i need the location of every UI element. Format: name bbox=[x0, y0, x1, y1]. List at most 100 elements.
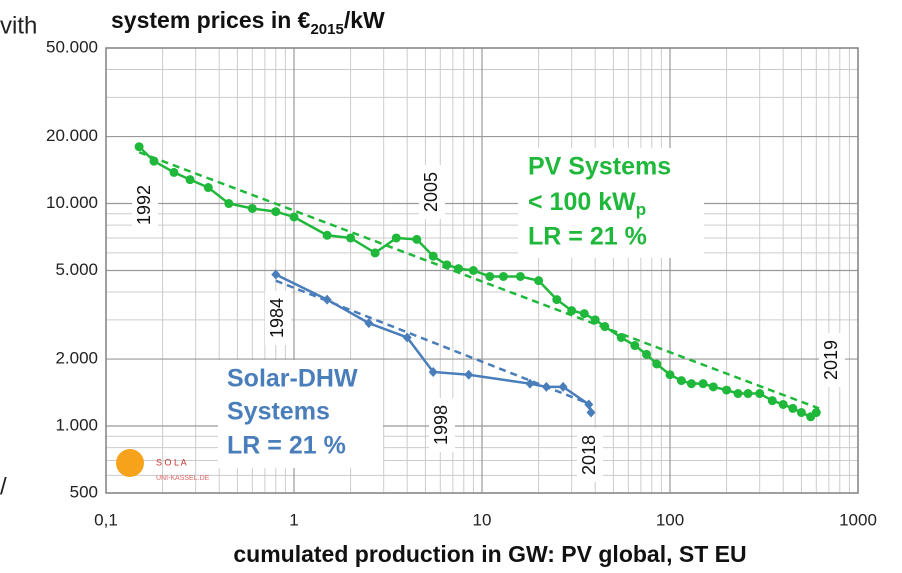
marker bbox=[788, 403, 798, 413]
logo-text: S O L A bbox=[156, 457, 187, 467]
marker bbox=[733, 389, 743, 399]
marker bbox=[579, 309, 589, 319]
series-label: LR = 21 % bbox=[227, 432, 346, 460]
marker bbox=[722, 385, 732, 395]
cropped-text: vith bbox=[0, 12, 37, 39]
marker bbox=[584, 399, 594, 410]
marker bbox=[811, 408, 821, 418]
marker bbox=[391, 233, 401, 243]
marker bbox=[600, 322, 610, 332]
marker bbox=[498, 271, 508, 281]
label-bg bbox=[419, 165, 445, 219]
label-bg bbox=[429, 398, 455, 452]
marker bbox=[567, 306, 577, 316]
marker bbox=[586, 407, 596, 418]
y-tick-label: 5.000 bbox=[55, 260, 98, 279]
marker bbox=[743, 389, 753, 399]
year-label: 1998 bbox=[431, 405, 451, 445]
label-sub: p bbox=[636, 200, 646, 219]
marker bbox=[642, 349, 652, 359]
marker bbox=[149, 156, 159, 166]
y-tick-label: 10.000 bbox=[46, 193, 98, 212]
marker bbox=[428, 366, 438, 377]
trend-line bbox=[275, 279, 592, 406]
marker bbox=[364, 318, 374, 329]
marker bbox=[271, 269, 281, 280]
marker bbox=[708, 382, 718, 392]
year-label: 1984 bbox=[267, 298, 287, 338]
marker bbox=[698, 379, 708, 389]
x-tick-label: 10 bbox=[473, 510, 492, 529]
logo-text: UNI-KASSEL.DE bbox=[156, 475, 210, 482]
marker bbox=[289, 212, 299, 222]
marker bbox=[652, 359, 662, 369]
marker bbox=[676, 376, 686, 386]
series-label: LR = 21 % bbox=[528, 223, 647, 251]
marker bbox=[616, 332, 626, 342]
marker bbox=[203, 183, 213, 193]
y-tick-label: 20.000 bbox=[46, 126, 98, 145]
marker bbox=[525, 378, 535, 389]
y-tick-label: 2.000 bbox=[55, 349, 98, 368]
series-label: PV Systems bbox=[528, 153, 671, 181]
marker bbox=[346, 233, 356, 243]
chart-title: system prices in €2015/kW bbox=[111, 7, 385, 38]
marker bbox=[428, 251, 438, 261]
marker bbox=[755, 389, 765, 399]
marker bbox=[370, 248, 380, 258]
label-bg bbox=[218, 360, 383, 468]
series-label: Solar-DHW bbox=[227, 365, 358, 393]
year-label: 1992 bbox=[134, 185, 154, 225]
plot-frame bbox=[105, 47, 859, 494]
marker bbox=[468, 266, 478, 275]
label-bg bbox=[518, 148, 704, 258]
marker bbox=[552, 295, 562, 305]
cropped-text: / bbox=[0, 473, 7, 500]
marker bbox=[322, 294, 332, 305]
marker bbox=[454, 264, 464, 274]
series-label: < 100 kWp bbox=[528, 188, 646, 220]
marker bbox=[515, 271, 525, 281]
label-bg bbox=[577, 428, 603, 482]
marker bbox=[686, 379, 696, 389]
marker bbox=[442, 260, 452, 270]
title-part: /kW bbox=[344, 7, 385, 33]
x-tick-label: 1 bbox=[289, 510, 298, 529]
marker bbox=[185, 175, 195, 185]
marker bbox=[485, 271, 495, 281]
marker bbox=[541, 381, 551, 392]
marker bbox=[590, 315, 600, 325]
title-part: system prices in € bbox=[111, 7, 311, 33]
marker bbox=[224, 199, 234, 209]
title-sub: 2015 bbox=[310, 21, 343, 38]
marker bbox=[630, 341, 640, 351]
label-part: < 100 kW bbox=[528, 188, 636, 216]
marker bbox=[412, 234, 422, 244]
marker bbox=[665, 370, 675, 380]
marker bbox=[322, 230, 332, 240]
series-line bbox=[138, 145, 818, 419]
label-bg bbox=[819, 333, 845, 387]
annotations: 1992 2005 1984 1998 2018 2019 PV Systems… bbox=[116, 148, 845, 482]
label-bg bbox=[265, 291, 291, 345]
label-bg bbox=[132, 178, 158, 232]
marker bbox=[464, 369, 474, 380]
y-tick-label: 50.000 bbox=[46, 37, 98, 56]
marks bbox=[134, 142, 821, 422]
year-label: 2005 bbox=[421, 172, 441, 212]
marker bbox=[169, 167, 179, 177]
marker bbox=[402, 332, 412, 343]
marker bbox=[271, 207, 281, 217]
y-tick-label: 500 bbox=[70, 482, 98, 501]
year-label: 2018 bbox=[579, 435, 599, 475]
marker bbox=[134, 142, 144, 152]
year-label: 2019 bbox=[821, 340, 841, 380]
marker bbox=[558, 381, 568, 392]
x-tick-label: 1000 bbox=[839, 510, 877, 529]
marker bbox=[767, 396, 777, 406]
x-axis-label: cumulated production in GW: PV global, S… bbox=[233, 541, 746, 567]
y-tick-label: 1.000 bbox=[55, 416, 98, 435]
series-label: Systems bbox=[227, 398, 330, 426]
x-tick-label: 0,1 bbox=[94, 510, 118, 529]
